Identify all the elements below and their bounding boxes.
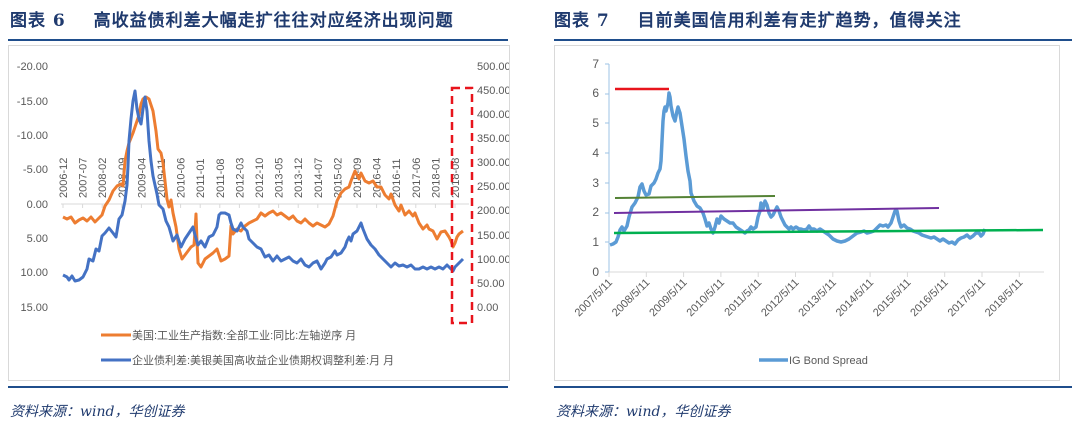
x-tick: 2011/5/11 bbox=[722, 277, 764, 319]
x-tick: 2010-06 bbox=[176, 158, 188, 198]
right-tick: 350.00 bbox=[477, 133, 509, 145]
left-tick: -5.00 bbox=[23, 164, 48, 176]
y-tick: 1 bbox=[592, 235, 599, 249]
right-tick: 0.00 bbox=[477, 302, 498, 314]
x-tick: 2014/5/11 bbox=[834, 277, 877, 320]
right-tick: 200.00 bbox=[477, 205, 509, 217]
figure-7-title: 图表 7 目前美国信用利差有走扩趋势，值得关注 bbox=[554, 6, 962, 31]
figure-6-caption: 高收益债利差大幅走扩往往对应经济出现问题 bbox=[93, 11, 454, 31]
figure-7-label: 图表 7 bbox=[554, 11, 610, 31]
olive-level-line bbox=[614, 195, 776, 199]
figure-7-chart-panel: 0 1 2 3 4 5 6 7 2007/5/11 2008/5/11 2009… bbox=[554, 45, 1060, 381]
figure-6-bottom-rule bbox=[8, 386, 508, 388]
x-tick: 2016-11 bbox=[391, 158, 403, 198]
ig-spread-line bbox=[609, 91, 987, 247]
left-tick: -15.00 bbox=[17, 96, 48, 108]
right-tick: 150.00 bbox=[477, 230, 509, 242]
right-tick: 300.00 bbox=[477, 157, 509, 169]
y-tick: 6 bbox=[592, 86, 599, 100]
x-tick: 2012-10 bbox=[254, 158, 266, 198]
left-tick: 10.00 bbox=[20, 267, 48, 279]
x-tick: 2018/5/11 bbox=[983, 277, 1026, 320]
orange-series-line bbox=[62, 95, 464, 269]
x-tick: 2008/5/11 bbox=[610, 277, 653, 320]
right-tick: 450.00 bbox=[477, 85, 509, 97]
figure-7-caption: 目前美国信用利差有走扩趋势，值得关注 bbox=[637, 11, 962, 31]
legend-label: 企业债利差:美银美国高收益企业债期权调整利差:月 月 bbox=[132, 353, 394, 367]
right-tick: 100.00 bbox=[477, 254, 509, 266]
y-tick: 5 bbox=[592, 116, 599, 130]
x-tick: 2015-02 bbox=[332, 158, 344, 198]
figure-7-chart: 0 1 2 3 4 5 6 7 2007/5/11 2008/5/11 2009… bbox=[573, 57, 1044, 367]
y-tick: 4 bbox=[592, 146, 599, 160]
right-tick: 500.00 bbox=[477, 61, 509, 73]
y-tick: 3 bbox=[592, 176, 599, 190]
right-tick: 250.00 bbox=[477, 181, 509, 193]
legend-label: 美国:工业生产指数:全部工业:同比:左轴逆序 月 bbox=[132, 328, 356, 342]
figure-6-source: 资料来源：wind，华创证券 bbox=[10, 404, 185, 420]
x-tick: 2015/5/11 bbox=[871, 277, 914, 320]
x-tick: 2012-03 bbox=[234, 158, 246, 198]
x-tick: 2011-08 bbox=[215, 158, 227, 198]
figure-7-bottom-rule bbox=[554, 386, 1072, 388]
x-tick: 2007-07 bbox=[78, 158, 90, 198]
highlight-box bbox=[450, 86, 474, 325]
x-tick: 2013/5/11 bbox=[796, 277, 839, 320]
x-tick: 2014-07 bbox=[313, 158, 325, 198]
legend-item-blue: 企业债利差:美银美国高收益企业债期权调整利差:月 月 bbox=[101, 353, 394, 367]
green-level-line bbox=[613, 228, 1044, 235]
y-tick: 7 bbox=[592, 57, 599, 71]
left-y-axis: -20.00 -15.00 -10.00 -5.00 0.00 5.00 10.… bbox=[17, 61, 48, 314]
left-tick: 0.00 bbox=[27, 199, 48, 211]
x-tick: 2009-04 bbox=[136, 158, 148, 198]
y-tick: 2 bbox=[592, 205, 599, 219]
x-tick: 2010/5/11 bbox=[685, 277, 728, 320]
legend-label: IG Bond Spread bbox=[789, 355, 868, 367]
right-tick: 400.00 bbox=[477, 109, 509, 121]
blue-series-line bbox=[62, 89, 465, 283]
y-tick: 0 bbox=[592, 265, 599, 279]
x-tick: 2013-05 bbox=[274, 158, 286, 198]
x-tick: 2011-01 bbox=[195, 158, 207, 198]
x-tick: 2017/5/11 bbox=[946, 277, 989, 320]
left-tick: -20.00 bbox=[17, 61, 48, 73]
x-tick: 2016/5/11 bbox=[908, 277, 951, 320]
left-tick: -10.00 bbox=[17, 130, 48, 142]
figure-7-source: 资料来源：wind，华创证券 bbox=[556, 404, 731, 420]
figure-6-chart: -20.00 -15.00 -10.00 -5.00 0.00 5.00 10.… bbox=[17, 61, 511, 367]
x-axis-ticks bbox=[62, 204, 456, 208]
legend-item-orange: 美国:工业生产指数:全部工业:同比:左轴逆序 月 bbox=[101, 328, 356, 342]
figure-6-label: 图表 6 bbox=[10, 11, 66, 31]
purple-level-line bbox=[613, 207, 940, 214]
left-tick: 15.00 bbox=[20, 302, 48, 314]
y-axis-labels: 0 1 2 3 4 5 6 7 bbox=[592, 57, 599, 279]
x-axis-labels: 2007/5/11 2008/5/11 2009/5/11 2010/5/11 … bbox=[573, 277, 1026, 320]
x-axis-labels: 2006-12 2007-07 2008-02 2008-09 2009-04 … bbox=[58, 158, 462, 198]
right-y-axis: 500.00 450.00 400.00 350.00 300.00 250.0… bbox=[477, 61, 511, 314]
x-tick: 2018-01 bbox=[430, 158, 442, 198]
figure-6-chart-panel: -20.00 -15.00 -10.00 -5.00 0.00 5.00 10.… bbox=[8, 45, 511, 381]
figure-6-top-rule bbox=[8, 39, 508, 41]
figure-6-title: 图表 6 高收益债利差大幅走扩往往对应经济出现问题 bbox=[10, 6, 454, 31]
chart-legend: 美国:工业生产指数:全部工业:同比:左轴逆序 月 企业债利差:美银美国高收益企业… bbox=[101, 328, 394, 367]
legend-item-ig: IG Bond Spread bbox=[759, 355, 868, 367]
x-tick: 2013-12 bbox=[293, 158, 305, 198]
right-tick: 50.00 bbox=[477, 278, 505, 290]
x-tick: 2008-02 bbox=[97, 158, 109, 198]
x-tick: 2006-12 bbox=[58, 158, 70, 198]
x-tick: 2009/5/11 bbox=[647, 277, 690, 320]
left-tick: 5.00 bbox=[27, 233, 48, 245]
figure-7-top-rule bbox=[554, 39, 1072, 41]
x-tick: 2007/5/11 bbox=[573, 277, 616, 320]
x-tick: 2012/5/11 bbox=[759, 277, 802, 320]
x-tick: 2017-06 bbox=[411, 158, 423, 198]
